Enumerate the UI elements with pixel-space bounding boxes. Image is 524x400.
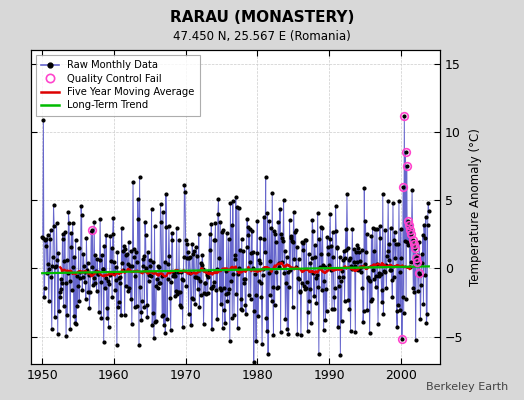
- Legend: Raw Monthly Data, Quality Control Fail, Five Year Moving Average, Long-Term Tren: Raw Monthly Data, Quality Control Fail, …: [37, 55, 200, 116]
- Text: Berkeley Earth: Berkeley Earth: [426, 382, 508, 392]
- Text: 47.450 N, 25.567 E (Romania): 47.450 N, 25.567 E (Romania): [173, 30, 351, 43]
- Y-axis label: Temperature Anomaly (°C): Temperature Anomaly (°C): [469, 128, 482, 286]
- Text: RARAU (MONASTERY): RARAU (MONASTERY): [170, 10, 354, 25]
